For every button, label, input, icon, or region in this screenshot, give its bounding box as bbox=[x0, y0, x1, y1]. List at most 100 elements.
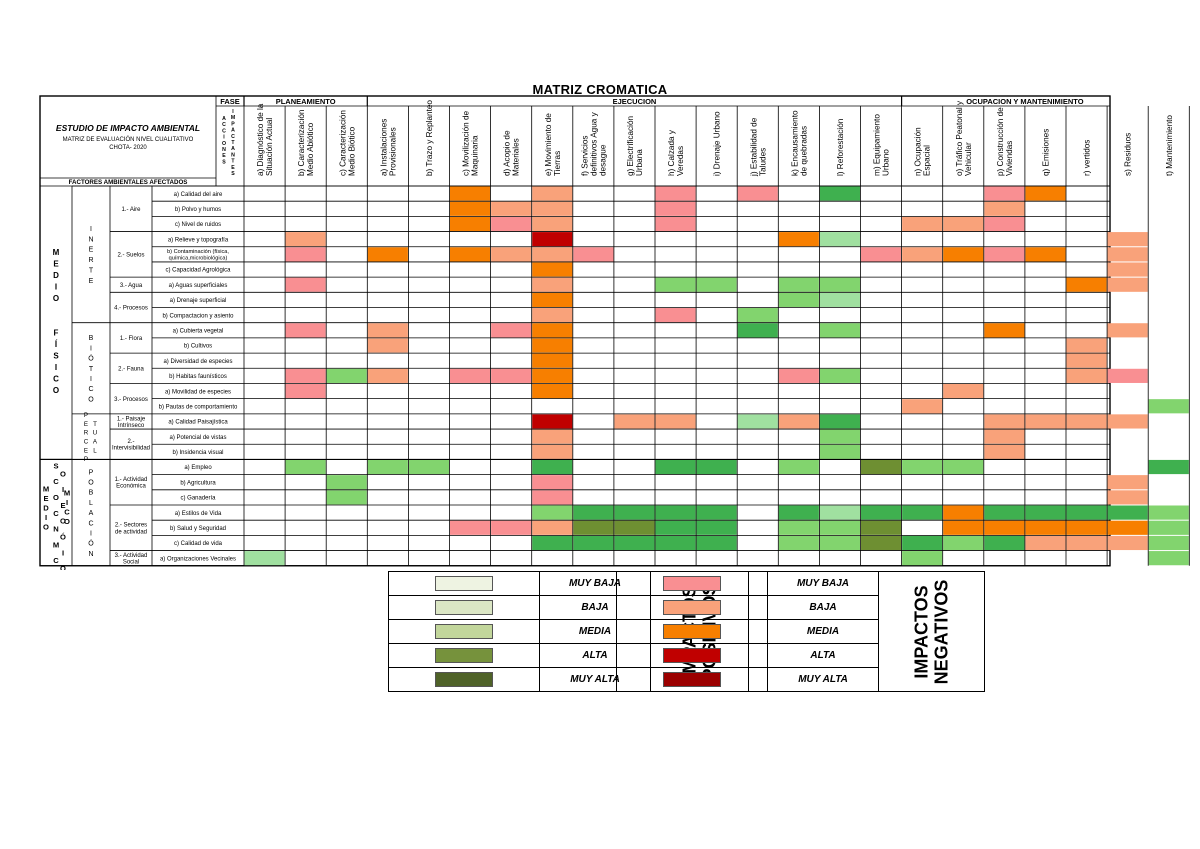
group-letter: A bbox=[89, 510, 94, 517]
column-header: j) Estabilidad de bbox=[749, 117, 758, 177]
factor-label: a) Drenaje superficial bbox=[170, 298, 227, 304]
matrix-cell bbox=[1107, 368, 1148, 383]
impactantes-letter: A bbox=[231, 128, 235, 134]
legend-swatch bbox=[663, 575, 721, 591]
matrix-cell bbox=[450, 247, 491, 262]
medio-letter: I bbox=[55, 282, 57, 291]
subgroup-label: 2.- Suelos bbox=[117, 253, 144, 259]
medio-letter: C bbox=[64, 507, 70, 516]
matrix-cell bbox=[655, 535, 696, 551]
matrix-cell bbox=[819, 292, 860, 308]
medio-letter: I bbox=[62, 548, 64, 557]
matrix-cell bbox=[696, 520, 737, 535]
matrix-cell bbox=[1107, 535, 1148, 551]
factor-label: a) Empleo bbox=[184, 465, 212, 471]
legend-swatch bbox=[663, 671, 721, 687]
matrix-cell bbox=[1148, 399, 1189, 414]
matrix-cell bbox=[1025, 186, 1066, 201]
legend-row: MEDIA bbox=[616, 619, 985, 644]
medio-letter: C bbox=[53, 509, 59, 518]
medio-letter: F bbox=[54, 328, 59, 337]
acciones-letter: O bbox=[222, 141, 226, 147]
column-header: Urbana bbox=[635, 149, 644, 176]
legend-swatch-cell bbox=[616, 667, 768, 692]
group-letter: T bbox=[89, 366, 94, 373]
matrix-cell bbox=[778, 520, 819, 535]
matrix-cell bbox=[655, 520, 696, 535]
matrix-cell bbox=[532, 429, 573, 444]
factor-label: a) Calidad Paisajística bbox=[168, 420, 228, 426]
group-letter: O bbox=[88, 396, 94, 403]
matrix-cell bbox=[943, 505, 984, 520]
matrix-cell bbox=[861, 505, 902, 520]
column-header: Maquinaria bbox=[471, 135, 480, 176]
subgroup-label: Económica bbox=[116, 484, 146, 490]
matrix-cell bbox=[778, 505, 819, 520]
matrix-cell bbox=[614, 520, 655, 535]
column-header: Situación Actual bbox=[265, 118, 274, 176]
subgroup-label: 1.- Flora bbox=[120, 336, 143, 342]
column-header: c) Caracterización bbox=[338, 110, 347, 176]
factor-label: a) Calidad del aire bbox=[174, 192, 223, 198]
matrix-cell bbox=[614, 414, 655, 429]
column-header: q) Emisiones bbox=[1041, 129, 1050, 176]
column-header: Tierras bbox=[553, 151, 562, 176]
matrix-cell bbox=[285, 232, 326, 247]
matrix-cell bbox=[532, 490, 573, 505]
medio-letter: O bbox=[64, 517, 70, 526]
matrix-cell bbox=[819, 368, 860, 383]
medio-letter: O bbox=[43, 522, 49, 531]
matrix-cell bbox=[984, 429, 1025, 444]
subgroup-label: 3.- Procesos bbox=[114, 397, 148, 403]
subgroup-label: 2.- Fauna bbox=[118, 366, 144, 372]
matrix-cell bbox=[1066, 520, 1107, 535]
subgroup-label: 1.- Paisaje bbox=[117, 416, 146, 422]
legend-row: MUY ALTA bbox=[616, 667, 985, 692]
matrix-cell bbox=[367, 247, 408, 262]
matrix-cell bbox=[285, 247, 326, 262]
column-header: definitivos Agua y bbox=[589, 111, 598, 176]
group-letter: E bbox=[84, 421, 88, 428]
subgroup-label: 1.- Actividad bbox=[115, 477, 148, 483]
column-header: c) Movilización de bbox=[462, 110, 471, 176]
matrix-cell bbox=[1025, 535, 1066, 551]
group-letter: B bbox=[89, 490, 94, 497]
matrix-cell bbox=[861, 520, 902, 535]
column-header: t) Mantenimiento bbox=[1165, 115, 1174, 176]
matrix-cell bbox=[819, 444, 860, 459]
group-letter: I bbox=[90, 226, 92, 233]
medio-letter: O bbox=[60, 469, 66, 478]
matrix-cell bbox=[285, 277, 326, 292]
matrix-cell bbox=[614, 535, 655, 551]
medio-letter: O bbox=[60, 517, 66, 526]
matrix-cell bbox=[532, 505, 573, 520]
group-letter: C bbox=[88, 520, 93, 527]
acciones-letter: S bbox=[222, 159, 226, 165]
factor-label: c) Capacidad Agrológica bbox=[165, 268, 231, 274]
acciones-letter: A bbox=[222, 116, 226, 122]
medio-letter: I bbox=[66, 498, 68, 507]
medio-letter: O bbox=[53, 294, 59, 303]
acciones-letter: I bbox=[223, 135, 225, 141]
matrix-cell bbox=[367, 368, 408, 383]
matrix-cell bbox=[1066, 277, 1107, 292]
column-header: a) Diagnóstico de la bbox=[256, 103, 265, 176]
group-letter: I bbox=[90, 345, 92, 352]
group-letter: T bbox=[89, 267, 94, 274]
factor-label: a) Potencial de vistas bbox=[169, 435, 226, 441]
legend-swatch bbox=[435, 575, 493, 591]
legend-negative: MUY BAJA IMPACTOS NEGATIVOS BAJA MEDIA ALTA MU… bbox=[616, 571, 985, 692]
matrix-cell bbox=[819, 520, 860, 535]
subgroup-label: 3.- Actividad bbox=[115, 553, 148, 559]
medio-letter: S bbox=[53, 461, 58, 470]
matrix-cell bbox=[902, 459, 943, 475]
legend-title-line: IMPACTOS bbox=[911, 584, 932, 679]
matrix-cell bbox=[1107, 475, 1148, 490]
medio-letter: C bbox=[53, 374, 59, 383]
matrix-cell bbox=[1148, 505, 1189, 520]
column-header: Taludes bbox=[758, 148, 767, 176]
legend-swatch-cell bbox=[388, 571, 540, 596]
matrix-cell bbox=[984, 201, 1025, 216]
matrix-cell bbox=[450, 216, 491, 232]
column-header: g) Electrificación bbox=[626, 115, 635, 176]
